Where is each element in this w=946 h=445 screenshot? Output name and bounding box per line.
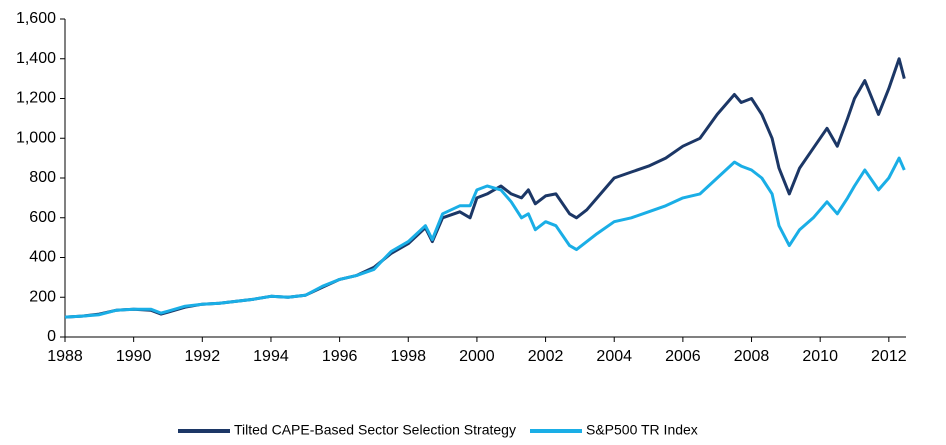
x-tick-label: 2010 xyxy=(802,348,838,365)
y-tick-label: 1,600 xyxy=(16,10,56,27)
y-tick-label: 1,000 xyxy=(16,129,56,146)
x-tick-label: 1990 xyxy=(116,348,152,365)
y-tick-label: 600 xyxy=(29,209,56,226)
x-tick-label: 1994 xyxy=(253,348,289,365)
legend-label: S&P500 TR Index xyxy=(586,422,698,438)
y-tick-label: 1,400 xyxy=(16,50,56,67)
x-tick-label: 2000 xyxy=(459,348,495,365)
y-tick-label: 800 xyxy=(29,169,56,186)
y-tick-label: 400 xyxy=(29,249,56,266)
x-tick-label: 2006 xyxy=(665,348,701,365)
y-tick-label: 1,200 xyxy=(16,90,56,107)
x-tick-label: 1988 xyxy=(47,348,83,365)
x-tick-label: 1996 xyxy=(322,348,358,365)
x-tick-label: 1992 xyxy=(185,348,221,365)
y-tick-label: 200 xyxy=(29,288,56,305)
y-tick-label: 0 xyxy=(47,328,56,345)
x-tick-label: 1998 xyxy=(390,348,426,365)
series-line xyxy=(64,156,906,319)
x-tick-label: 2002 xyxy=(528,348,564,365)
x-tick-label: 2012 xyxy=(871,348,907,365)
legend: Tilted CAPE-Based Sector Selection Strat… xyxy=(178,422,698,438)
x-tick-label: 2004 xyxy=(596,348,632,365)
x-tick-label: 2008 xyxy=(734,348,770,365)
legend-label: Tilted CAPE-Based Sector Selection Strat… xyxy=(234,422,516,438)
